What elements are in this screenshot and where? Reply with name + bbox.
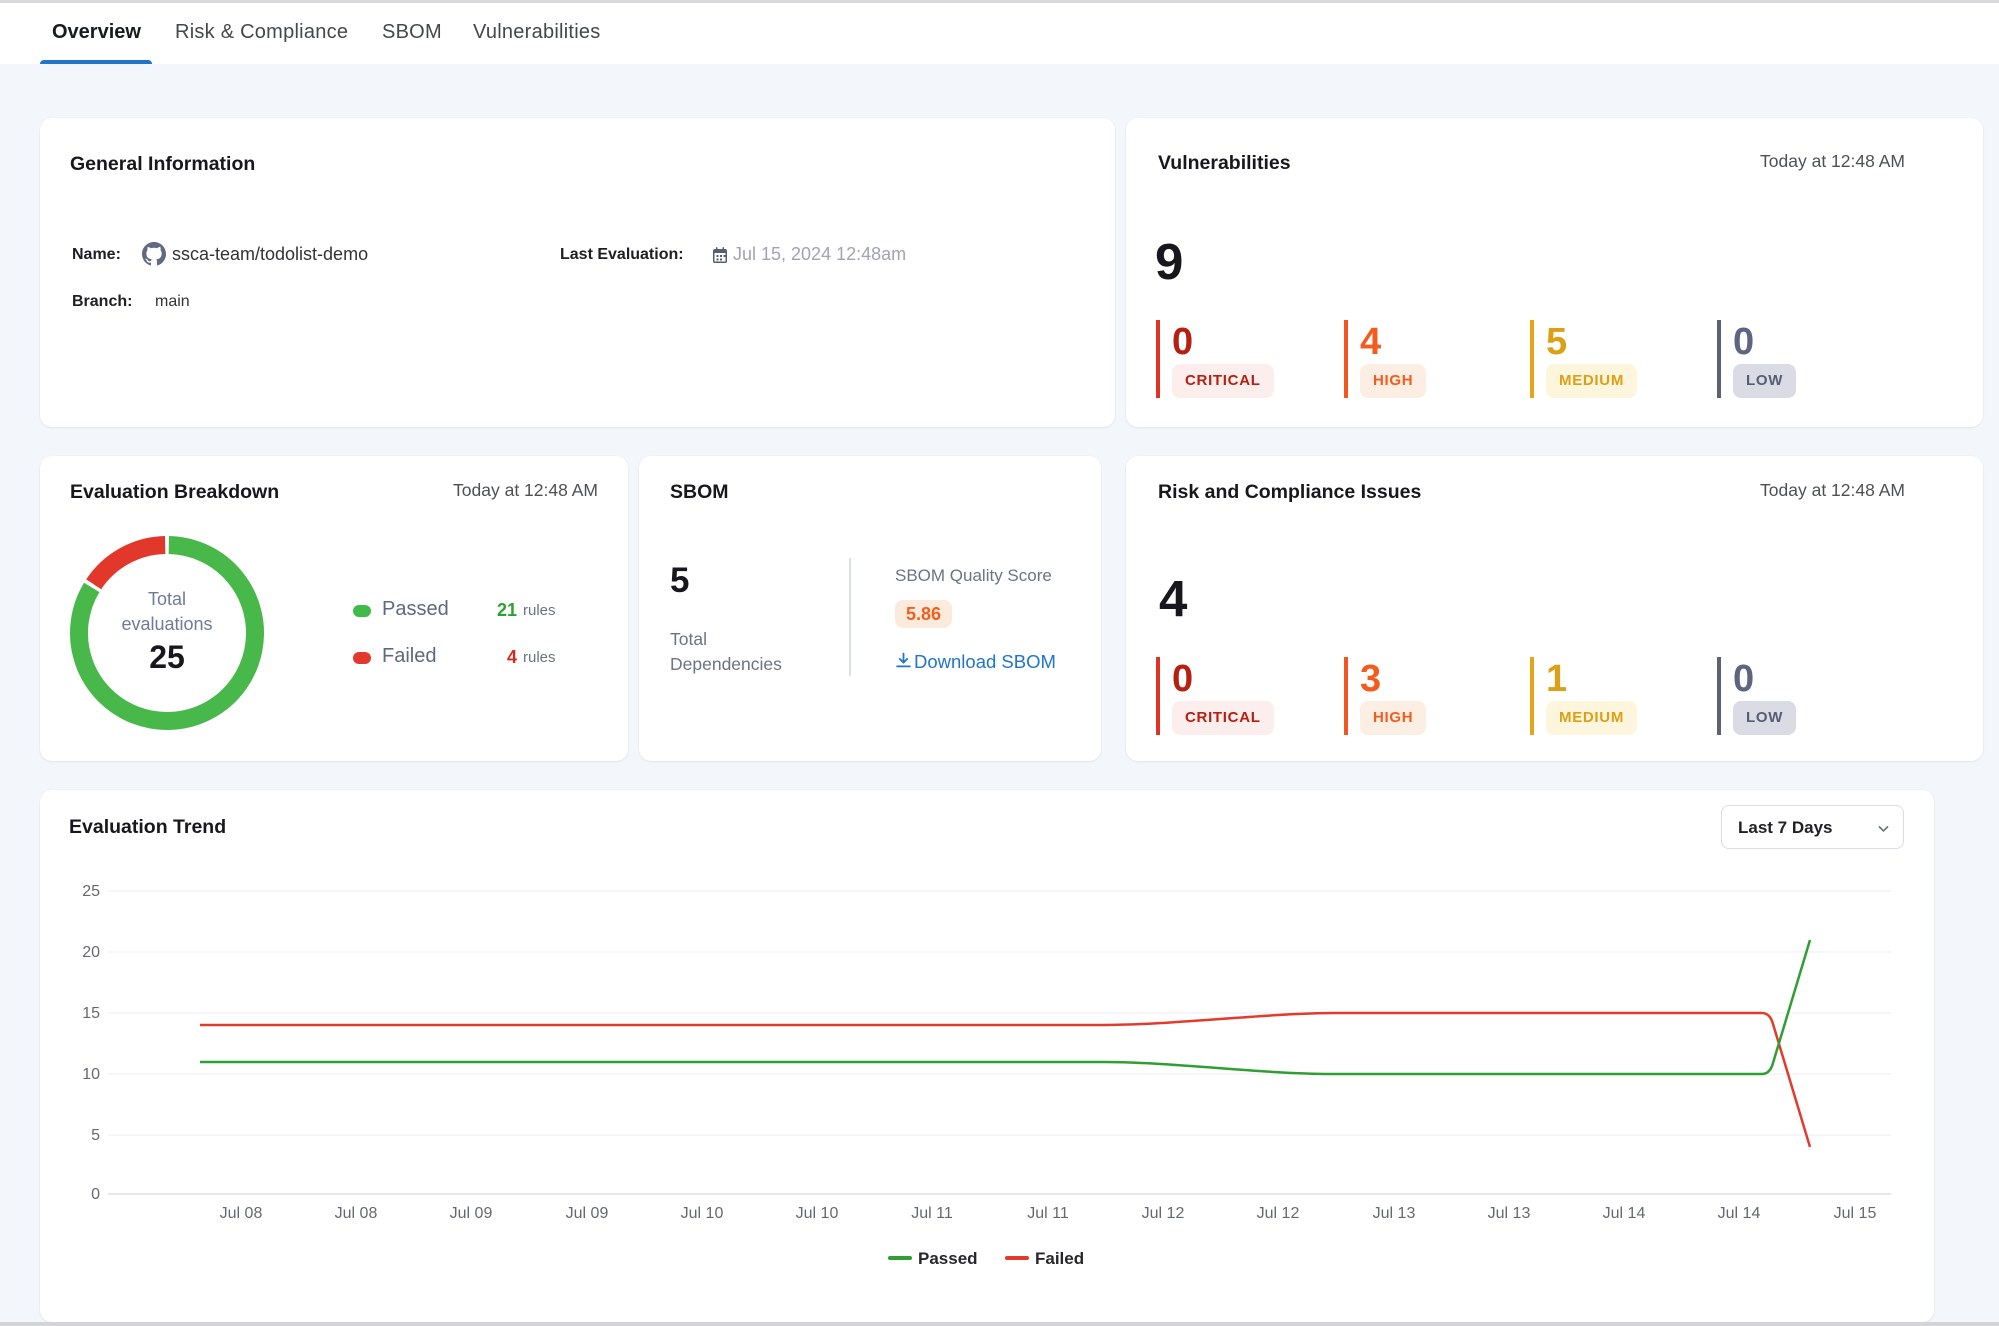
svg-text:Jul 15: Jul 15 [1834, 1205, 1877, 1222]
svg-text:Jul 09: Jul 09 [450, 1205, 493, 1222]
svg-text:Jul 12: Jul 12 [1142, 1205, 1185, 1222]
svg-text:Jul 10: Jul 10 [681, 1205, 724, 1222]
svg-text:Jul 11: Jul 11 [911, 1205, 953, 1222]
svg-text:Jul 14: Jul 14 [1603, 1205, 1646, 1222]
svg-text:25: 25 [82, 883, 100, 900]
svg-text:15: 15 [82, 1005, 100, 1022]
svg-text:Jul 13: Jul 13 [1488, 1205, 1531, 1222]
svg-text:Jul 11: Jul 11 [1027, 1205, 1069, 1222]
svg-text:Jul 12: Jul 12 [1257, 1205, 1300, 1222]
svg-text:0: 0 [91, 1186, 100, 1203]
svg-text:Jul 08: Jul 08 [335, 1205, 378, 1222]
svg-text:5: 5 [91, 1127, 100, 1144]
svg-text:20: 20 [82, 944, 100, 961]
svg-text:Jul 09: Jul 09 [566, 1205, 609, 1222]
svg-text:Jul 14: Jul 14 [1718, 1205, 1761, 1222]
svg-text:Jul 10: Jul 10 [796, 1205, 839, 1222]
svg-text:Jul 08: Jul 08 [220, 1205, 263, 1222]
svg-text:Jul 13: Jul 13 [1373, 1205, 1416, 1222]
svg-text:10: 10 [82, 1066, 100, 1083]
